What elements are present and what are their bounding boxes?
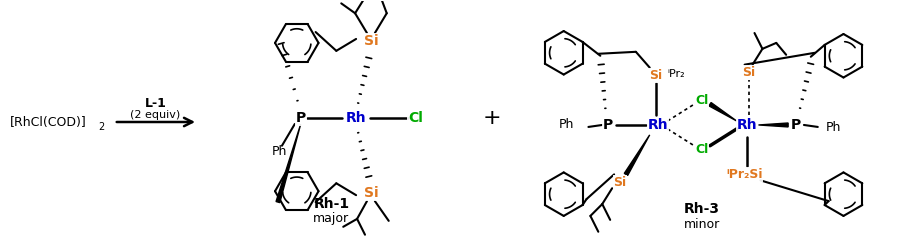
Text: Ph: Ph	[272, 145, 287, 158]
Text: Si: Si	[613, 176, 627, 189]
Text: +: +	[483, 108, 501, 128]
Text: [RhCl(COD)]: [RhCl(COD)]	[10, 115, 87, 129]
Text: Si: Si	[742, 66, 755, 79]
Text: Rh: Rh	[648, 118, 668, 132]
Text: Cl: Cl	[695, 94, 709, 107]
Text: P: P	[296, 111, 306, 125]
Text: 2: 2	[98, 122, 105, 132]
Text: L-1: L-1	[144, 97, 166, 110]
Text: Rh-3: Rh-3	[684, 202, 720, 216]
Text: ⁱPr₂Si: ⁱPr₂Si	[726, 168, 763, 181]
Polygon shape	[759, 123, 788, 127]
Text: Ph: Ph	[825, 122, 841, 134]
Polygon shape	[624, 135, 649, 175]
Text: major: major	[313, 212, 349, 225]
Text: minor: minor	[684, 218, 720, 231]
Text: Rh: Rh	[736, 118, 757, 132]
Text: P: P	[791, 118, 801, 132]
Text: Si: Si	[649, 69, 662, 82]
Text: ⁱPr₂: ⁱPr₂	[667, 69, 686, 79]
Text: Rh-1: Rh-1	[313, 197, 349, 211]
Text: Cl: Cl	[408, 111, 423, 125]
Polygon shape	[709, 102, 737, 121]
Text: Rh: Rh	[345, 111, 366, 125]
Text: Si: Si	[364, 34, 378, 48]
Text: Si: Si	[364, 186, 378, 200]
Text: P: P	[603, 118, 613, 132]
Text: Ph: Ph	[559, 119, 575, 132]
Polygon shape	[276, 124, 300, 203]
Text: Cl: Cl	[695, 143, 709, 156]
Text: (2 equiv): (2 equiv)	[130, 110, 180, 120]
